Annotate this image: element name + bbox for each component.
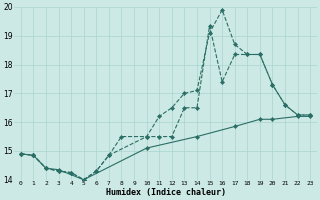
X-axis label: Humidex (Indice chaleur): Humidex (Indice chaleur) xyxy=(106,188,226,197)
